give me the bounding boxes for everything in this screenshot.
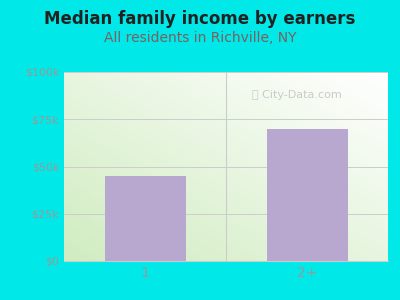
Text: Median family income by earners: Median family income by earners: [44, 11, 356, 28]
Bar: [104, 176, 186, 261]
Bar: [266, 129, 348, 261]
Text: ⓘ City-Data.com: ⓘ City-Data.com: [252, 90, 342, 100]
Text: All residents in Richville, NY: All residents in Richville, NY: [104, 32, 296, 46]
